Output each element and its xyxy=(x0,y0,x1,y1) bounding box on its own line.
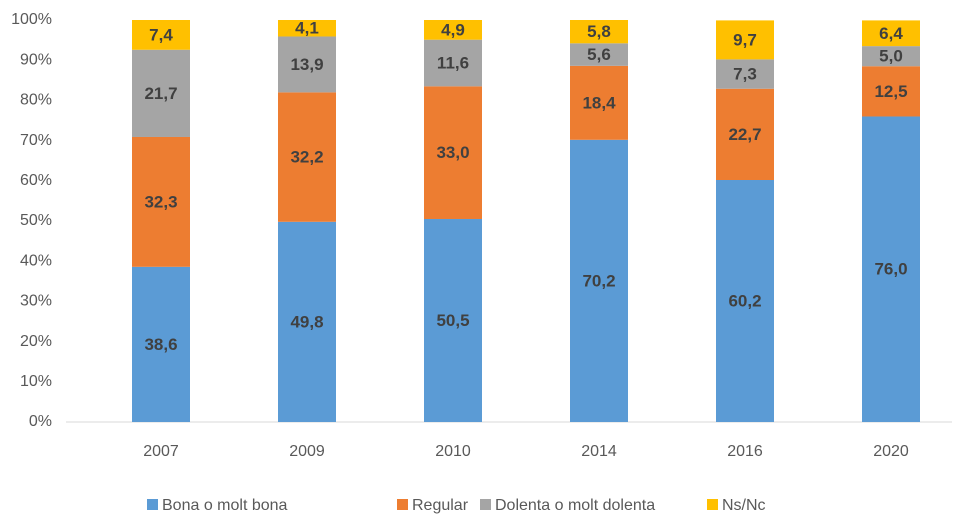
legend-swatch xyxy=(147,499,158,510)
bar-segment xyxy=(716,59,774,89)
bar-segment xyxy=(278,221,336,422)
y-tick-label: 50% xyxy=(20,212,52,229)
legend-label: Dolenta o molt dolenta xyxy=(495,497,655,514)
value-label: 12,5 xyxy=(874,82,907,101)
value-label: 50,5 xyxy=(436,311,469,330)
legend-label: Regular xyxy=(412,497,469,514)
value-label: 11,6 xyxy=(437,53,469,72)
value-label: 70,2 xyxy=(582,271,615,290)
legend-label: Bona o molt bona xyxy=(162,497,288,514)
bar-segment xyxy=(278,92,336,222)
y-tick-label: 60% xyxy=(20,172,52,189)
value-label: 4,9 xyxy=(441,20,465,39)
bar-segment xyxy=(570,139,628,422)
bar-segment xyxy=(570,43,628,66)
y-tick-label: 30% xyxy=(20,293,52,310)
y-tick-label: 100% xyxy=(11,11,52,28)
value-label: 38,6 xyxy=(144,335,177,354)
value-label: 7,3 xyxy=(733,65,757,84)
legend-swatch xyxy=(397,499,408,510)
bar-segment xyxy=(132,49,190,137)
value-label: 5,0 xyxy=(879,47,903,66)
bar-segment xyxy=(424,218,482,422)
value-label: 5,6 xyxy=(587,45,611,64)
bar-segment xyxy=(862,66,920,117)
legend-swatch xyxy=(707,499,718,510)
value-label: 32,2 xyxy=(290,148,323,167)
bar-segment xyxy=(862,20,920,47)
legend-label: Ns/Nc xyxy=(722,497,766,514)
bar-segment xyxy=(424,20,482,40)
y-tick-label: 10% xyxy=(20,373,52,390)
value-label: 76,0 xyxy=(874,260,907,279)
bar-segment xyxy=(716,179,774,422)
y-tick-label: 90% xyxy=(20,51,52,68)
value-label: 32,3 xyxy=(144,192,177,211)
bar-segment xyxy=(570,20,628,44)
y-tick-label: 80% xyxy=(20,92,52,109)
value-label: 9,7 xyxy=(733,30,757,49)
bar-segment xyxy=(424,39,482,87)
bar-segment xyxy=(132,266,190,422)
y-tick-label: 20% xyxy=(20,333,52,350)
value-label: 49,8 xyxy=(290,312,323,331)
x-tick-label: 2010 xyxy=(435,443,471,460)
bar-segment xyxy=(716,20,774,60)
value-label: 60,2 xyxy=(728,291,761,310)
value-label: 21,7 xyxy=(144,84,177,103)
x-tick-label: 2009 xyxy=(289,443,325,460)
x-tick-label: 2020 xyxy=(873,443,909,460)
bar-segment xyxy=(570,65,628,140)
value-label: 33,0 xyxy=(436,143,469,162)
y-tick-label: 40% xyxy=(20,252,52,269)
value-label: 7,4 xyxy=(149,25,173,44)
bar-segment xyxy=(278,20,336,37)
x-tick-label: 2007 xyxy=(143,443,179,460)
x-tick-label: 2014 xyxy=(581,443,617,460)
bar-segment xyxy=(862,116,920,422)
value-label: 13,9 xyxy=(290,55,323,74)
legend-swatch xyxy=(480,499,491,510)
value-label: 4,1 xyxy=(295,19,319,38)
x-tick-label: 2016 xyxy=(727,443,763,460)
value-label: 18,4 xyxy=(582,93,616,112)
bar-segment xyxy=(278,36,336,93)
bar-segment xyxy=(132,136,190,267)
value-label: 22,7 xyxy=(728,125,761,144)
bar-segment xyxy=(132,20,190,50)
value-label: 5,8 xyxy=(587,22,611,41)
bar-segment xyxy=(862,46,920,67)
bar-segment xyxy=(424,86,482,219)
y-tick-label: 0% xyxy=(29,413,52,430)
bar-segment xyxy=(716,88,774,180)
y-tick-label: 70% xyxy=(20,132,52,149)
value-label: 6,4 xyxy=(879,24,903,43)
